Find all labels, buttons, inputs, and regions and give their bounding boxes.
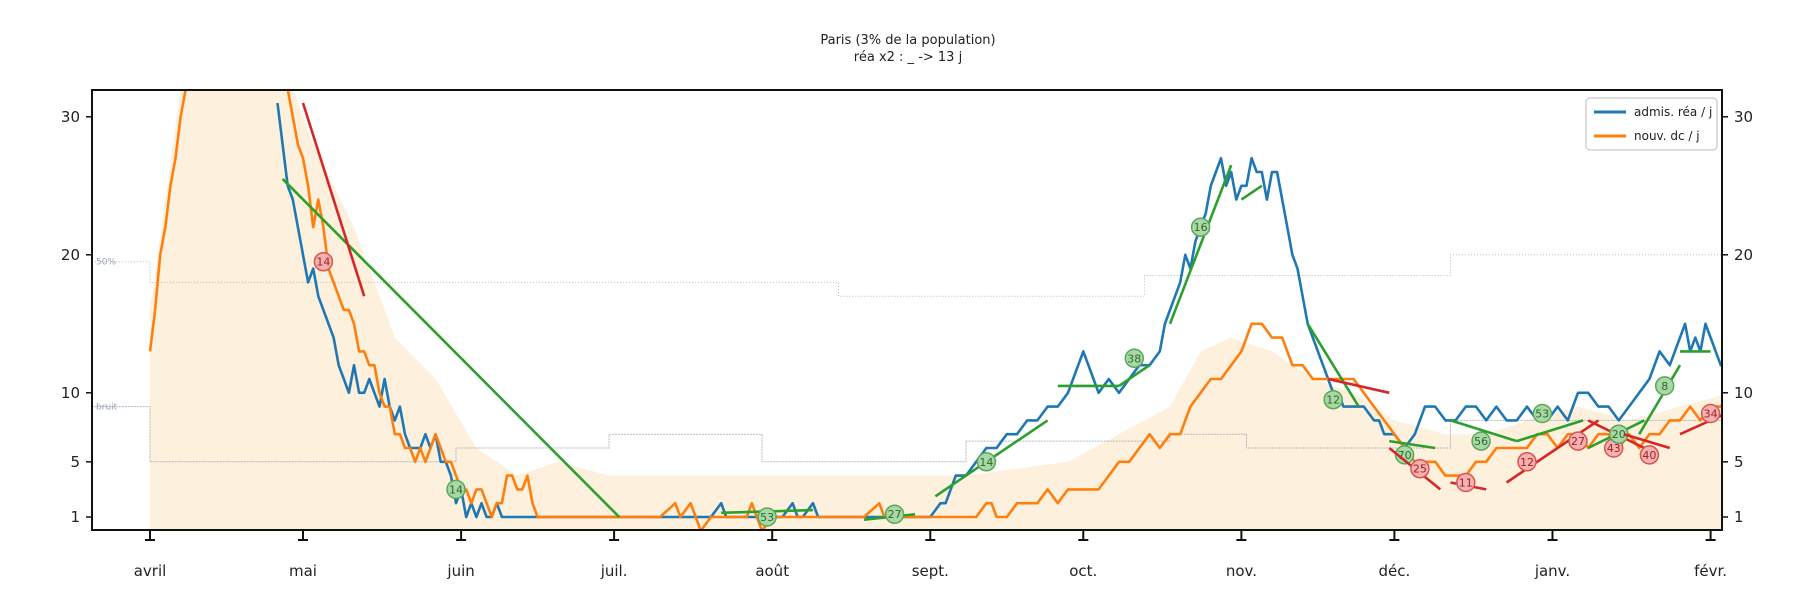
fit-line-green (1240, 184, 1263, 201)
fit-label: 38 (1127, 352, 1141, 365)
x-tick-label: juin (446, 562, 474, 580)
y-tick-label-right: 20 (1734, 246, 1753, 264)
fit-label-badge (1639, 445, 1660, 465)
fit-label-badge (1517, 452, 1537, 472)
fit-label: 14 (979, 456, 993, 469)
x-tick-label: déc. (1379, 562, 1411, 580)
chart-title: Paris (3% de la population) (820, 33, 995, 48)
fit-label: 25 (1413, 463, 1427, 476)
fit-label-badge (446, 479, 466, 500)
fit-label: 13 (1739, 318, 1753, 331)
x-tick-label: août (755, 562, 789, 580)
y-tick-label-right: 5 (1734, 453, 1744, 471)
fit-line-green (1516, 419, 1584, 443)
fit-label: 20 (1612, 428, 1626, 441)
x-tick-label: sept. (912, 562, 949, 580)
fit-label-badge (313, 251, 334, 272)
fit-label: 14 (449, 483, 463, 496)
fit-label: 11 (1459, 477, 1473, 490)
fit-line-red (1327, 377, 1390, 395)
fit-label: 12 (1326, 394, 1340, 407)
fit-label: 16 (1194, 221, 1208, 234)
fit-label-badge (1568, 431, 1588, 451)
x-tick-label: févr. (1694, 562, 1727, 580)
fit-label-badge (1323, 389, 1343, 410)
legend-label-dc: nouv. dc / j (1634, 129, 1700, 143)
band-label-50: 50% (96, 258, 116, 268)
x-tick-label: janv. (1534, 562, 1570, 580)
fit-label-badge (1700, 403, 1721, 424)
y-tick-label-left: 5 (70, 453, 80, 471)
x-tick-label: mai (289, 562, 317, 580)
fit-line-green (281, 177, 621, 518)
fit-line-green (1118, 364, 1151, 387)
fit-label-badge (1394, 445, 1415, 465)
fit-label-badge (1410, 458, 1430, 479)
fit-label-badge (976, 452, 997, 472)
fit-line-green (1450, 419, 1518, 443)
fit-label: 56 (1474, 435, 1488, 448)
fit-label-badge (1190, 217, 1211, 237)
fit-label: 27 (888, 508, 902, 521)
fit-label: 43 (1607, 442, 1621, 455)
y-tick-label-right: 10 (1734, 384, 1753, 402)
fit-label: 53 (760, 511, 774, 524)
fit-label-badge (1654, 376, 1675, 396)
fit-label-badge (884, 504, 905, 524)
fit-label: 34 (1704, 408, 1718, 421)
band-label-noise: bruit (96, 403, 118, 413)
fit-label-badge (1737, 315, 1755, 333)
fit-line-green (1731, 317, 1762, 372)
fit-label: 27 (1571, 435, 1585, 448)
y-tick-label-left: 1 (70, 508, 80, 526)
fit-label: 12 (1520, 456, 1534, 469)
fit-line-green (1638, 364, 1682, 435)
y-tick-label-left: 30 (61, 108, 80, 126)
y-tick-label-left: 10 (61, 384, 80, 402)
legend: admis. réa / j nouv. dc / j (1585, 97, 1718, 151)
y-tick-label-right: 1 (1734, 508, 1744, 526)
fit-line-green (1168, 164, 1233, 325)
x-tick-label: nov. (1226, 562, 1257, 580)
fit-line-red (1623, 432, 1671, 450)
y-tick-label-left: 20 (61, 246, 80, 264)
fit-label-badge (1456, 472, 1476, 493)
fit-label-badge (1124, 348, 1145, 369)
chart-subtitle: réa x2 : _ -> 13 j (854, 50, 962, 65)
noise-band (150, 90, 1722, 530)
fit-line-green (1389, 439, 1436, 450)
fit-line-red (301, 102, 366, 297)
x-tick-label: avril (134, 562, 167, 580)
fit-label: 40 (1642, 449, 1656, 462)
x-tick-label: juil. (600, 562, 628, 580)
fit-label-badge (1532, 403, 1553, 424)
x-tick-label: oct. (1069, 562, 1097, 580)
fit-label: 14 (316, 256, 330, 269)
fit-label: 8 (1661, 380, 1668, 393)
plot-frame (91, 89, 1723, 531)
fit-line-green (1306, 323, 1360, 408)
fit-label-badge (1471, 431, 1491, 451)
legend-label-rea: admis. réa / j (1634, 105, 1712, 119)
y-tick-label-right: 30 (1734, 108, 1753, 126)
fit-label-badge (757, 507, 777, 527)
fit-label: 53 (1535, 408, 1549, 421)
reference-line (92, 406, 1722, 463)
